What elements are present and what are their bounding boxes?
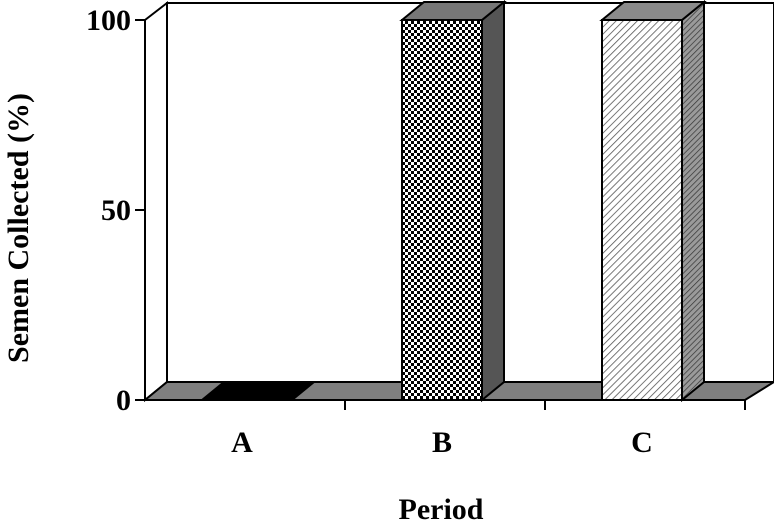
bars-layer xyxy=(142,0,774,403)
y-tick-label-100: 100 xyxy=(86,4,131,37)
x-axis-label: Period xyxy=(399,493,484,521)
bar-B-top xyxy=(399,1,507,21)
ticks-layer: A B C 0 50 100 xyxy=(86,4,746,459)
y-axis-label: Semen Collected (%) xyxy=(2,93,35,363)
y-tick-label-50: 50 xyxy=(101,194,131,227)
x-tick-label-C: C xyxy=(631,426,653,459)
chart-side-wall xyxy=(144,0,168,403)
bar-B-side xyxy=(481,0,505,403)
bar-C-top xyxy=(599,1,707,21)
bar-C-front xyxy=(601,19,683,401)
bar-C-side xyxy=(681,0,705,403)
bar-B-front xyxy=(401,19,483,401)
y-tick-label-0: 0 xyxy=(116,384,131,417)
x-tick-label-B: B xyxy=(432,426,452,459)
x-tick-label-A: A xyxy=(231,426,253,459)
